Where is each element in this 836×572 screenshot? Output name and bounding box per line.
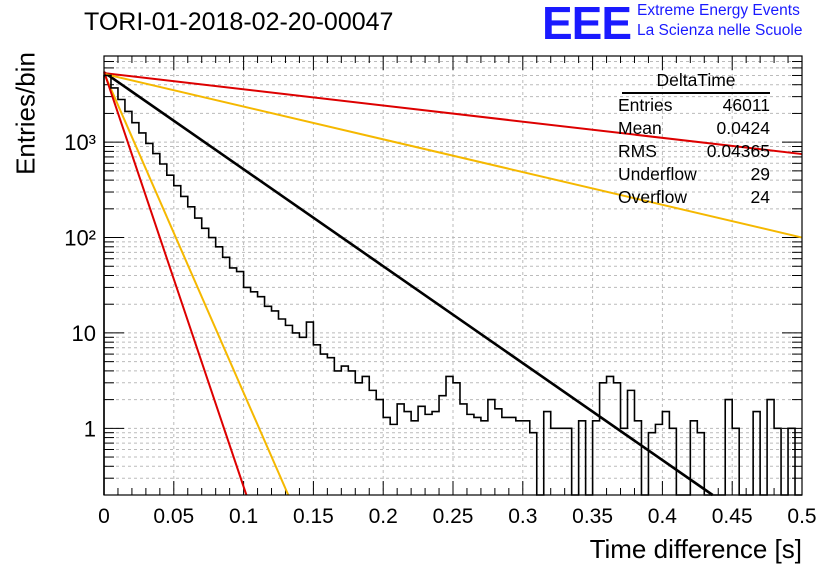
stats-value: 0.0424: [716, 118, 770, 138]
stats-row-rms: RMS 0.04365: [612, 140, 780, 163]
x-axis-label: Time difference [s]: [589, 534, 802, 564]
x-tick-label: 0.45: [712, 505, 753, 528]
stats-row-overflow: Overflow 24: [612, 186, 780, 209]
fit-curves: [103, 71, 803, 497]
x-tick-label: 0.5: [787, 505, 816, 528]
plot-frame: [103, 55, 803, 496]
stats-value: 29: [750, 164, 770, 184]
stats-value: 0.04365: [706, 141, 770, 161]
stats-box: DeltaTime Entries 46011 Mean 0.0424 RMS …: [612, 70, 780, 209]
logo-subtitle-2: La Scienza nelle Scuole: [637, 22, 803, 39]
logo-subtitle-1: Extreme Energy Events: [637, 2, 800, 19]
fit-curve: [103, 71, 714, 497]
stats-value: 24: [750, 187, 770, 207]
stats-label: RMS: [618, 141, 657, 161]
x-tick-label: 0.25: [433, 505, 474, 528]
stats-label: Mean: [618, 118, 662, 138]
eee-logo: EEE: [542, 0, 632, 49]
fit-curve: [103, 72, 803, 239]
x-tick-label: 0.3: [508, 505, 537, 528]
y-tick-label: 10²: [64, 226, 96, 251]
fit-curve: [103, 72, 290, 496]
y-tick-label: 10³: [64, 130, 96, 155]
y-tick-label: 10: [72, 321, 96, 346]
stats-label: Underflow: [618, 164, 697, 184]
x-tick-label: 0.35: [572, 505, 613, 528]
x-tick-label: 0.15: [293, 505, 334, 528]
fit-curve: [103, 71, 248, 496]
stats-row-mean: Mean 0.0424: [612, 117, 780, 140]
x-tick-labels: 0 0.05 0.1 0.15 0.2 0.25 0.3 0.35 0.4 0.45 0.5: [98, 505, 816, 528]
stats-row-entries: Entries 46011: [612, 94, 780, 117]
x-tick-label: 0.2: [369, 505, 398, 528]
stats-label: Overflow: [618, 187, 688, 207]
stats-label: Entries: [618, 95, 673, 115]
y-tick-labels: 1 10 10² 10³: [64, 130, 96, 441]
x-tick-label: 0.1: [229, 505, 258, 528]
histogram-steps: [103, 74, 802, 496]
chart-title: TORI-01-2018-02-20-00047: [84, 8, 394, 36]
x-tick-label: 0.05: [153, 505, 194, 528]
fit-curve: [103, 72, 803, 156]
stats-row-underflow: Underflow 29: [612, 163, 780, 186]
stats-title: DeltaTime: [622, 70, 770, 94]
x-tick-label: 0.4: [648, 505, 678, 528]
histogram-series: [103, 74, 802, 496]
stats-value: 46011: [722, 95, 770, 115]
x-tick-label: 0: [98, 505, 110, 528]
y-tick-label: 1: [84, 416, 96, 441]
y-axis-label: Entries/bin: [10, 52, 41, 175]
